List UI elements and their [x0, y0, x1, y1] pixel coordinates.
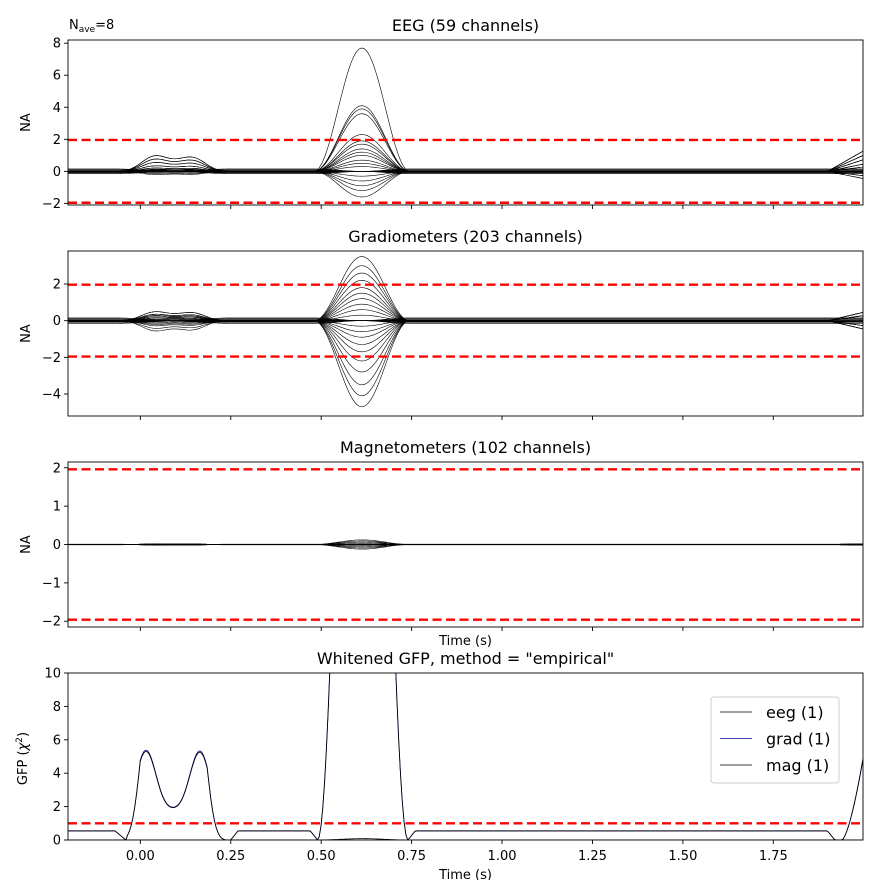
x-tick-label: 1.00	[488, 849, 517, 864]
y-tick-label: 4	[53, 101, 61, 116]
x-tick-label: 0.75	[397, 849, 426, 864]
channel-trace	[68, 320, 863, 324]
x-tick-label: 0.25	[216, 849, 245, 864]
figure-header: Nave=8	[69, 18, 114, 35]
x-tick-label: 1.25	[578, 849, 607, 864]
y-tick-label: 4	[53, 767, 61, 782]
y-tick-label: 6	[53, 733, 61, 748]
y-tick-label: 2	[53, 133, 61, 148]
legend-label: eeg (1)	[766, 703, 824, 722]
x-tick-label: 0.50	[307, 849, 336, 864]
panel-3: −2 −1 0 1 2 Magnetometers (102 channels) NA Tim…	[19, 438, 864, 649]
panel-title: EEG (59 channels)	[392, 16, 539, 35]
channel-trace	[68, 159, 863, 191]
y-tick-label: −4	[42, 388, 61, 403]
x-tick-label: 0.00	[126, 849, 155, 864]
y-tick-label: 2	[53, 461, 61, 476]
channel-trace	[68, 105, 863, 172]
y-tick-label: −2	[42, 197, 61, 212]
y-axis-label-close: )	[16, 732, 31, 737]
nave-value: =8	[95, 18, 114, 33]
y-axis-label: NA	[19, 535, 34, 554]
y-tick-label: 8	[53, 700, 61, 715]
plot-area	[68, 468, 863, 621]
channel-trace	[68, 113, 863, 172]
x-tick-label: 1.75	[759, 849, 788, 864]
channel-trace	[68, 155, 863, 179]
channel-trace	[68, 171, 863, 175]
y-tick-label: 0	[53, 538, 61, 553]
y-axis-label-symbol: χ	[16, 741, 31, 751]
y-tick-label: 1	[53, 500, 61, 515]
y-axis-label-superscript: 2	[15, 737, 25, 743]
y-tick-label: 0	[53, 165, 61, 180]
y-axis-label: NA	[19, 113, 34, 132]
legend-box	[710, 696, 840, 784]
panel-2: −4 −2 0 2 Gradiometers (203 channels) NA	[19, 227, 864, 420]
panel-title: Gradiometers (203 channels)	[348, 227, 582, 246]
legend-label: grad (1)	[766, 730, 830, 749]
y-tick-label: −1	[42, 576, 61, 591]
y-axis-label: NA	[19, 324, 34, 343]
y-tick-label: 0	[53, 314, 61, 329]
axes-frame	[67, 250, 864, 417]
y-tick-label: 8	[53, 37, 61, 52]
nave-letter: N	[69, 18, 79, 33]
y-axis-label-main: GFP (	[16, 750, 31, 785]
y-tick-label: 0	[53, 834, 61, 849]
nave-subscript: ave	[79, 25, 96, 35]
channel-trace	[68, 317, 863, 321]
legend-label: mag (1)	[766, 756, 829, 775]
channel-trace	[68, 47, 863, 172]
y-tick-label: 2	[53, 800, 61, 815]
y-axis-label: GFP (χ2)	[15, 732, 31, 785]
plot-area	[68, 256, 863, 408]
channel-trace	[68, 544, 863, 550]
plot-area	[68, 673, 863, 840]
channel-trace	[68, 163, 863, 198]
y-tick-label: 10	[44, 667, 61, 682]
channel-trace	[68, 256, 863, 321]
nave-annotation: Nave=8	[69, 18, 114, 35]
channel-trace	[68, 319, 863, 321]
x-tick-label: 1.50	[668, 849, 697, 864]
x-axis-label: Time (s)	[438, 634, 492, 649]
y-tick-label: 6	[53, 69, 61, 84]
panel-1: −2 0 2 4 6 8 EEG (59 channels) NA	[19, 16, 864, 212]
y-tick-label: −2	[42, 615, 61, 630]
channel-trace	[68, 292, 863, 321]
axes-frame	[67, 39, 864, 206]
panel-title: Whitened GFP, method = "empirical"	[317, 649, 614, 668]
channel-trace	[68, 320, 863, 408]
axes-frame	[67, 672, 864, 841]
x-axis-label: Time (s)	[438, 868, 492, 880]
y-tick-label: 2	[53, 278, 61, 293]
gfp-eeg-line	[68, 673, 863, 840]
panel-4: 0 2 4 6 8 10 0.00 0.25 0.50 0.75 1.00 1.25 1.50 1.75 W…	[15, 649, 864, 880]
channel-trace	[68, 320, 863, 323]
y-tick-label: −2	[42, 351, 61, 366]
panel-title: Magnetometers (102 channels)	[340, 438, 591, 457]
plot-area	[68, 47, 863, 204]
legend: eeg (1) grad (1) mag (1)	[710, 696, 840, 784]
channel-trace	[68, 315, 863, 386]
channel-trace	[68, 320, 863, 397]
